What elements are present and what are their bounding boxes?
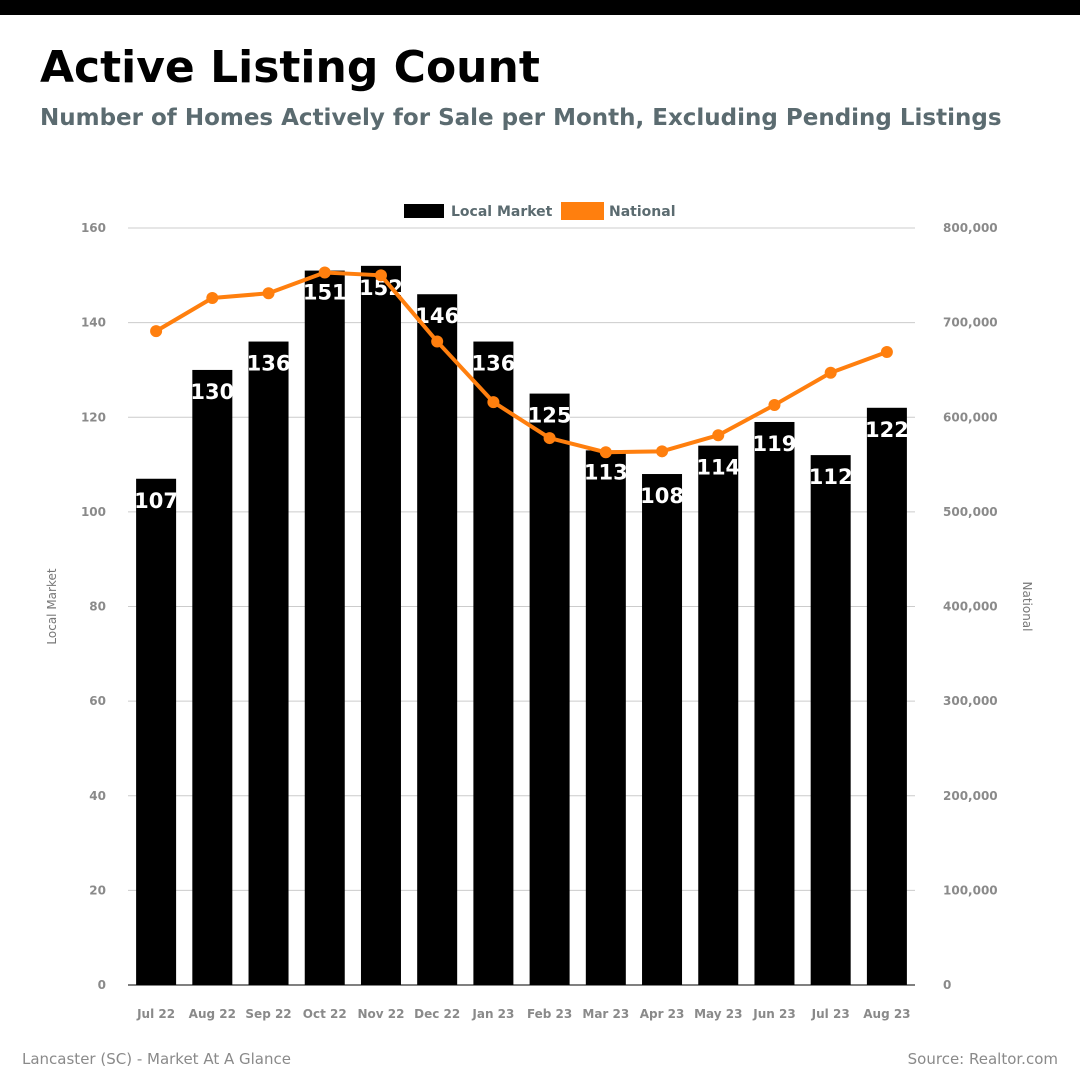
bar (529, 393, 570, 985)
national-point (431, 335, 444, 348)
national-point (712, 429, 725, 442)
bar (585, 450, 626, 985)
national-point (206, 292, 219, 305)
bar-value-label: 136 (471, 352, 515, 376)
x-tick-label: Jul 23 (811, 1007, 850, 1021)
bar (473, 341, 514, 985)
bar-value-label: 122 (865, 418, 909, 442)
bar (304, 270, 345, 985)
y2-axis-title: National (1020, 581, 1034, 631)
y2-tick-label: 400,000 (943, 600, 998, 614)
line-series-national (150, 266, 893, 459)
national-line (155, 270, 888, 455)
bar-value-label: 130 (190, 380, 234, 404)
bar-value-label: 113 (584, 460, 628, 484)
legend-swatch-national (561, 202, 604, 220)
footer-source: Source: Realtor.com (907, 1050, 1058, 1068)
legend-label-local-market: Local Market (451, 204, 553, 220)
y-tick-label: 120 (81, 410, 106, 424)
x-tick-label: Oct 22 (303, 1007, 347, 1021)
y-tick-label: 40 (89, 789, 106, 803)
legend: Local Market National (404, 202, 676, 220)
bar-value-label: 119 (753, 432, 797, 456)
y-tick-label: 0 (98, 978, 106, 992)
bar (698, 445, 739, 985)
y-tick-label: 80 (89, 600, 106, 614)
y-tick-label: 140 (81, 316, 106, 330)
national-point (543, 432, 556, 445)
y2-tick-label: 200,000 (943, 789, 998, 803)
x-tick-label: Jul 22 (136, 1007, 175, 1021)
national-point (318, 266, 331, 279)
x-tick-label: Mar 23 (582, 1007, 629, 1021)
y-tick-label: 20 (89, 883, 106, 897)
y2-tick-label: 700,000 (943, 316, 998, 330)
y2-tick-label: 0 (943, 978, 951, 992)
x-tick-label: Dec 22 (414, 1007, 460, 1021)
bar (810, 455, 851, 986)
bar (642, 474, 683, 985)
x-tick-label: Aug 23 (863, 1007, 910, 1021)
bar (360, 265, 401, 986)
axes: 0 0 20 100,000 40 200,000 60 300,000 80 400,000 10… (45, 221, 1034, 1021)
y-tick-label: 60 (89, 694, 106, 708)
national-point (150, 325, 163, 338)
bar (192, 369, 233, 985)
y2-tick-label: 800,000 (943, 221, 998, 235)
x-tick-label: Jan 23 (471, 1007, 514, 1021)
y2-tick-label: 300,000 (943, 694, 998, 708)
x-tick-label: Apr 23 (640, 1007, 685, 1021)
national-point (880, 345, 893, 358)
bar-value-label: 112 (809, 465, 853, 489)
bar (136, 478, 177, 985)
bar (866, 407, 907, 986)
top-bar (0, 0, 1080, 15)
y2-tick-label: 600,000 (943, 410, 998, 424)
x-tick-label: Jun 23 (752, 1007, 795, 1021)
page-title: Active Listing Count (40, 42, 540, 93)
bar-series-local-market (136, 265, 907, 986)
gridlines (128, 227, 915, 891)
footer-market: Lancaster (SC) - Market At A Glance (22, 1050, 291, 1068)
bar-value-label: 114 (696, 456, 740, 480)
national-point (262, 287, 275, 300)
x-tick-label: Feb 23 (527, 1007, 572, 1021)
page-subtitle: Number of Homes Actively for Sale per Mo… (40, 105, 1002, 131)
national-point (656, 445, 669, 458)
bar (754, 421, 795, 985)
national-point (487, 396, 500, 409)
y-tick-label: 160 (81, 221, 106, 235)
bar-value-label: 125 (528, 404, 572, 428)
x-tick-label: Nov 22 (357, 1007, 404, 1021)
national-point (599, 446, 612, 459)
x-tick-label: Sep 22 (245, 1007, 291, 1021)
bar-value-label: 108 (640, 484, 684, 508)
national-point (768, 398, 781, 411)
y2-tick-label: 500,000 (943, 505, 998, 519)
bar (248, 341, 289, 985)
x-tick-label: Aug 22 (189, 1007, 236, 1021)
bar-value-label: 136 (247, 352, 291, 376)
y-tick-label: 100 (81, 505, 106, 519)
national-point (824, 366, 837, 379)
x-tick-label: May 23 (694, 1007, 742, 1021)
bar (417, 294, 458, 985)
bar-value-label: 151 (303, 281, 347, 305)
y-axis-title: Local Market (45, 568, 59, 644)
legend-label-national: National (609, 204, 676, 220)
legend-swatch-local-market (404, 204, 444, 218)
national-point (374, 269, 387, 282)
y2-tick-label: 100,000 (943, 883, 998, 897)
bar-value-label: 107 (134, 489, 178, 513)
